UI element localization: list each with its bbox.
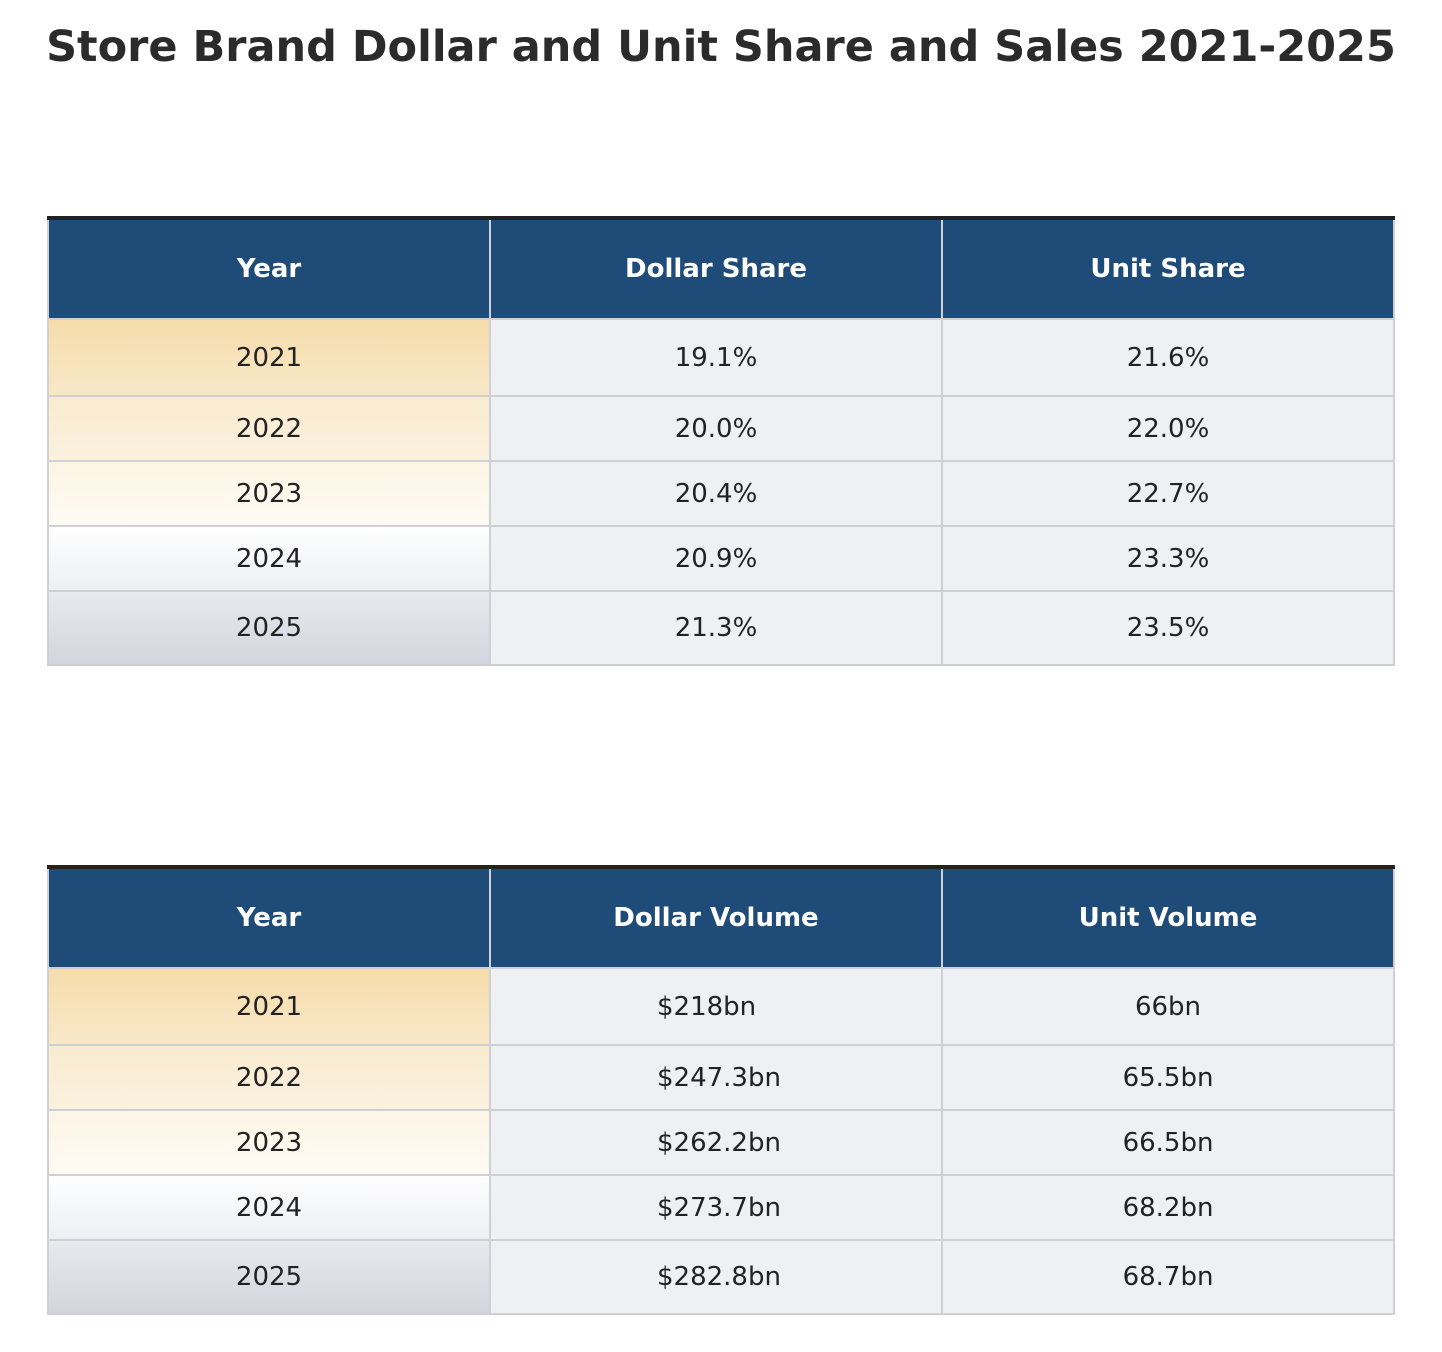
page-title: Store Brand Dollar and Unit Share and Sa…	[46, 22, 1396, 72]
year-cell: 2022	[49, 397, 489, 460]
value-cell: $273.7bn	[491, 1176, 941, 1239]
cell-text: $218bn	[657, 991, 757, 1022]
value-cell: 19.1%	[491, 320, 941, 395]
cell-text: $282.8bn	[657, 1262, 781, 1292]
year-cell: 2021	[49, 969, 489, 1044]
value-cell: 23.5%	[943, 592, 1393, 664]
year-cell: 2025	[49, 592, 489, 664]
value-cell: 23.3%	[943, 527, 1393, 590]
column-header: Dollar Volume	[491, 869, 941, 967]
cell-text: $247.3bn	[657, 1062, 781, 1093]
value-cell: $247.3bn	[491, 1046, 941, 1109]
column-header: Unit Volume	[943, 869, 1393, 967]
value-cell: 66bn	[943, 969, 1393, 1044]
value-cell: 66.5bn	[943, 1111, 1393, 1174]
value-cell: 21.6%	[943, 320, 1393, 395]
column-header: Unit Share	[943, 220, 1393, 318]
year-cell: 2022	[49, 1046, 489, 1109]
value-cell: 22.0%	[943, 397, 1393, 460]
year-cell: 2023	[49, 1111, 489, 1174]
value-cell: 65.5bn	[943, 1046, 1393, 1109]
value-cell: 20.0%	[491, 397, 941, 460]
year-cell: 2025	[49, 1241, 489, 1313]
year-cell: 2021	[49, 320, 489, 395]
year-cell: 2024	[49, 527, 489, 590]
value-cell: 20.9%	[491, 527, 941, 590]
year-cell: 2024	[49, 1176, 489, 1239]
column-header: Year	[49, 869, 489, 967]
value-cell: 21.3%	[491, 592, 941, 664]
value-cell: $218bn	[491, 969, 941, 1044]
sales-table: Year Dollar Volume Unit Volume 2021 $218bn 66…	[47, 865, 1395, 1315]
column-header: Dollar Share	[491, 220, 941, 318]
value-cell: 20.4%	[491, 462, 941, 525]
share-table: Year Dollar Share Unit Share 2021 19.1% 21.6%…	[47, 216, 1395, 666]
value-cell: $262.2bn	[491, 1111, 941, 1174]
year-cell: 2023	[49, 462, 489, 525]
value-cell: 68.2bn	[943, 1176, 1393, 1239]
value-cell: $282.8bn	[491, 1241, 941, 1313]
cell-text: $273.7bn	[657, 1192, 781, 1223]
cell-text: $262.2bn	[657, 1127, 781, 1158]
value-cell: 68.7bn	[943, 1241, 1393, 1313]
column-header: Year	[49, 220, 489, 318]
value-cell: 22.7%	[943, 462, 1393, 525]
